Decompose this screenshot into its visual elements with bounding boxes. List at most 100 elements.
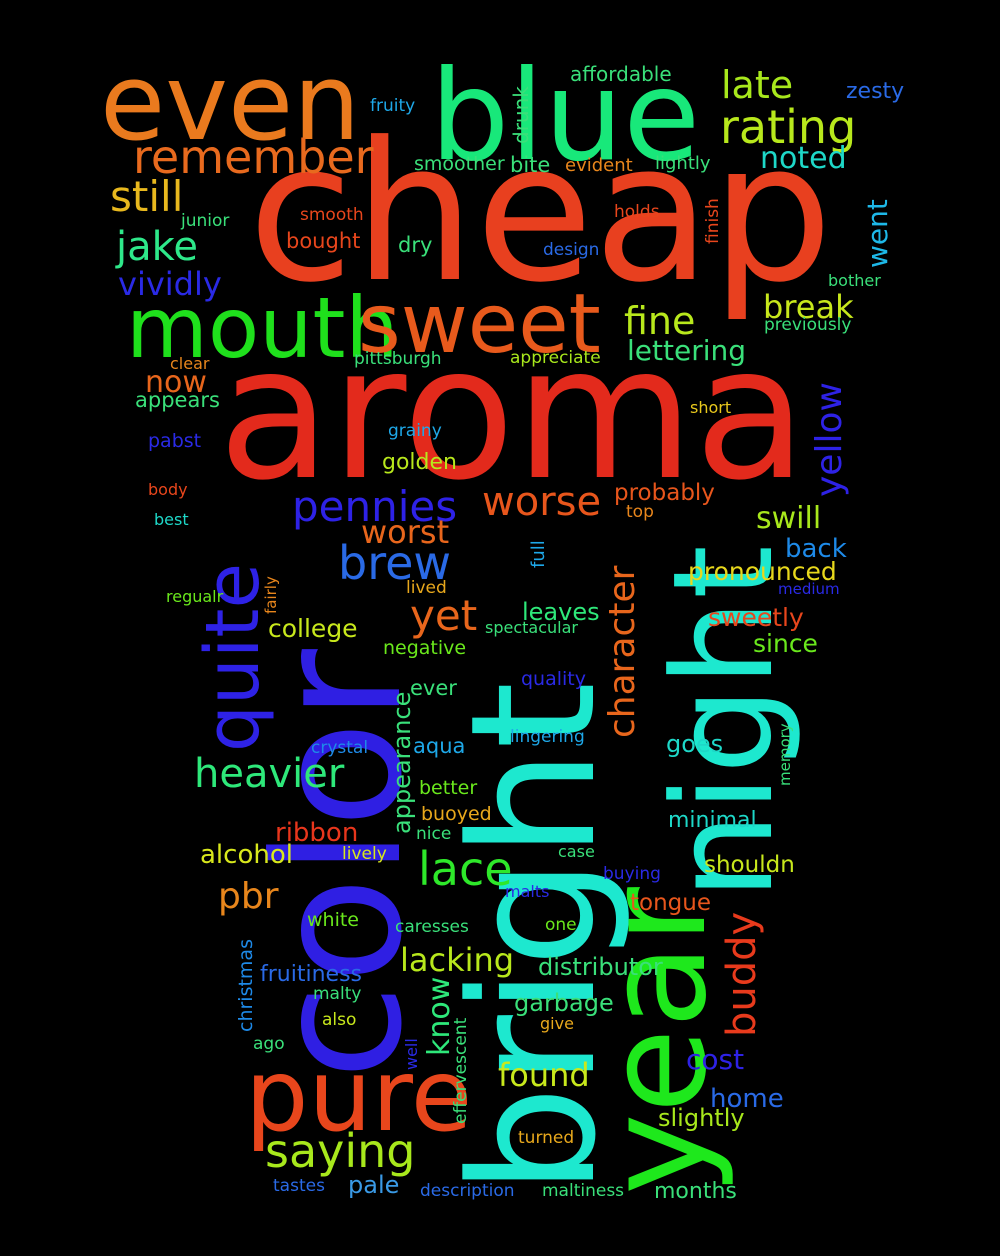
word-back: back [785, 534, 847, 564]
word-lingering: lingering [510, 727, 585, 747]
word-fruity: fruity [370, 96, 416, 116]
word-bite: bite [510, 153, 551, 177]
word-lettering: lettering [627, 334, 746, 367]
word-year: year [576, 887, 737, 1195]
word-lace: lace [418, 842, 513, 896]
word-vividly: vividly [118, 265, 222, 303]
word-lived: lived [406, 578, 447, 598]
word-white: white [307, 909, 359, 931]
word-probably: probably [614, 480, 715, 506]
word-smooth: smooth [300, 205, 364, 225]
word-cost: cost [686, 1043, 745, 1076]
word-appearance: appearance [388, 691, 416, 834]
word-pronounced: pronounced [688, 557, 837, 586]
word-fine: fine [624, 299, 696, 343]
word-lightly: lightly [655, 153, 711, 174]
word-holds: holds [614, 202, 660, 222]
word-saying: saying [265, 1124, 416, 1178]
word-rating: rating [720, 100, 857, 154]
word-garbage: garbage [514, 989, 614, 1017]
word-description: description [420, 1181, 515, 1201]
word-slightly: slightly [658, 1104, 745, 1132]
word-jake: jake [116, 224, 198, 270]
word-break: break [763, 288, 854, 326]
word-spectacular: spectacular [485, 618, 578, 637]
word-best: best [154, 510, 189, 529]
word-golden: golden [382, 450, 457, 475]
word-yellow: yellow [809, 382, 850, 497]
word-short: short [690, 398, 732, 417]
word-christmas: christmas [235, 939, 257, 1032]
word-character: character [602, 565, 643, 738]
word-also: also [322, 1010, 357, 1030]
word-sweet: sweet [358, 277, 601, 372]
word-bought: bought [286, 229, 361, 253]
word-ribbon: ribbon [275, 818, 359, 848]
word-tongue: tongue [630, 890, 711, 916]
word-shouldn: shouldn [704, 852, 795, 878]
word-remember: remember [133, 130, 374, 184]
word-alcohol: alcohol [200, 840, 293, 870]
word-caresses: caresses [395, 917, 469, 937]
word-affordable: affordable [570, 62, 672, 86]
word-drunk: drunk [509, 86, 533, 144]
word-junior: junior [181, 211, 230, 231]
word-malty: malty [313, 984, 362, 1004]
word-ever: ever [410, 676, 457, 700]
word-months: months [654, 1179, 737, 1204]
word-malts: malts [505, 882, 550, 901]
word-goes: goes [666, 730, 724, 758]
word-late: late [721, 63, 794, 107]
word-top: top [626, 502, 654, 522]
word-cheap: cheap [248, 102, 833, 325]
word-minimal: minimal [668, 808, 757, 833]
word-worst: worst [361, 513, 450, 551]
word-worse: worse [482, 479, 602, 525]
word-fairly: fairly [262, 576, 280, 614]
word-medium: medium [778, 580, 840, 598]
word-give: give [540, 1014, 574, 1033]
word-went: went [861, 199, 894, 268]
word-mouth: mouth [126, 279, 399, 377]
word-regualr: regualr [166, 587, 224, 606]
word-tastes: tastes [273, 1176, 325, 1196]
word-college: college [268, 614, 358, 643]
word-swill: swill [756, 501, 822, 536]
word-ago: ago [253, 1034, 285, 1054]
word-night: night [643, 545, 804, 900]
word-pure: pure [245, 1037, 473, 1154]
word-still: still [110, 172, 184, 221]
word-crystal: crystal [311, 738, 369, 758]
word-previously: previously [764, 315, 852, 335]
word-blue: blue [430, 44, 701, 189]
word-nice: nice [416, 824, 452, 844]
word-now: now [145, 365, 207, 400]
word-maltiness: maltiness [542, 1181, 625, 1201]
word-well: well [402, 1038, 421, 1070]
word-buddy: buddy [719, 911, 765, 1037]
word-home: home [710, 1084, 784, 1114]
word-aqua: aqua [413, 734, 466, 758]
word-heavier: heavier [194, 751, 345, 797]
word-grainy: grainy [388, 421, 442, 441]
word-case: case [558, 842, 595, 861]
word-one: one [545, 915, 577, 935]
word-buying: buying [603, 864, 661, 884]
word-even: even [100, 41, 361, 164]
word-finish: finish [703, 198, 723, 244]
word-dry: dry [398, 233, 433, 257]
word-negative: negative [383, 637, 467, 659]
word-distributor: distributor [538, 953, 663, 981]
word-memory: memory [776, 723, 794, 786]
word-noted: noted [760, 141, 847, 176]
word-full: full [528, 540, 549, 568]
word-pittsburgh: pittsburgh [354, 349, 442, 369]
word-lacking: lacking [400, 941, 515, 979]
word-clear: clear [170, 354, 210, 373]
word-appears: appears [135, 388, 220, 412]
word-sweetly: sweetly [708, 603, 804, 632]
word-leaves: leaves [522, 598, 600, 626]
word-since: since [753, 629, 818, 658]
word-design: design [543, 240, 600, 260]
